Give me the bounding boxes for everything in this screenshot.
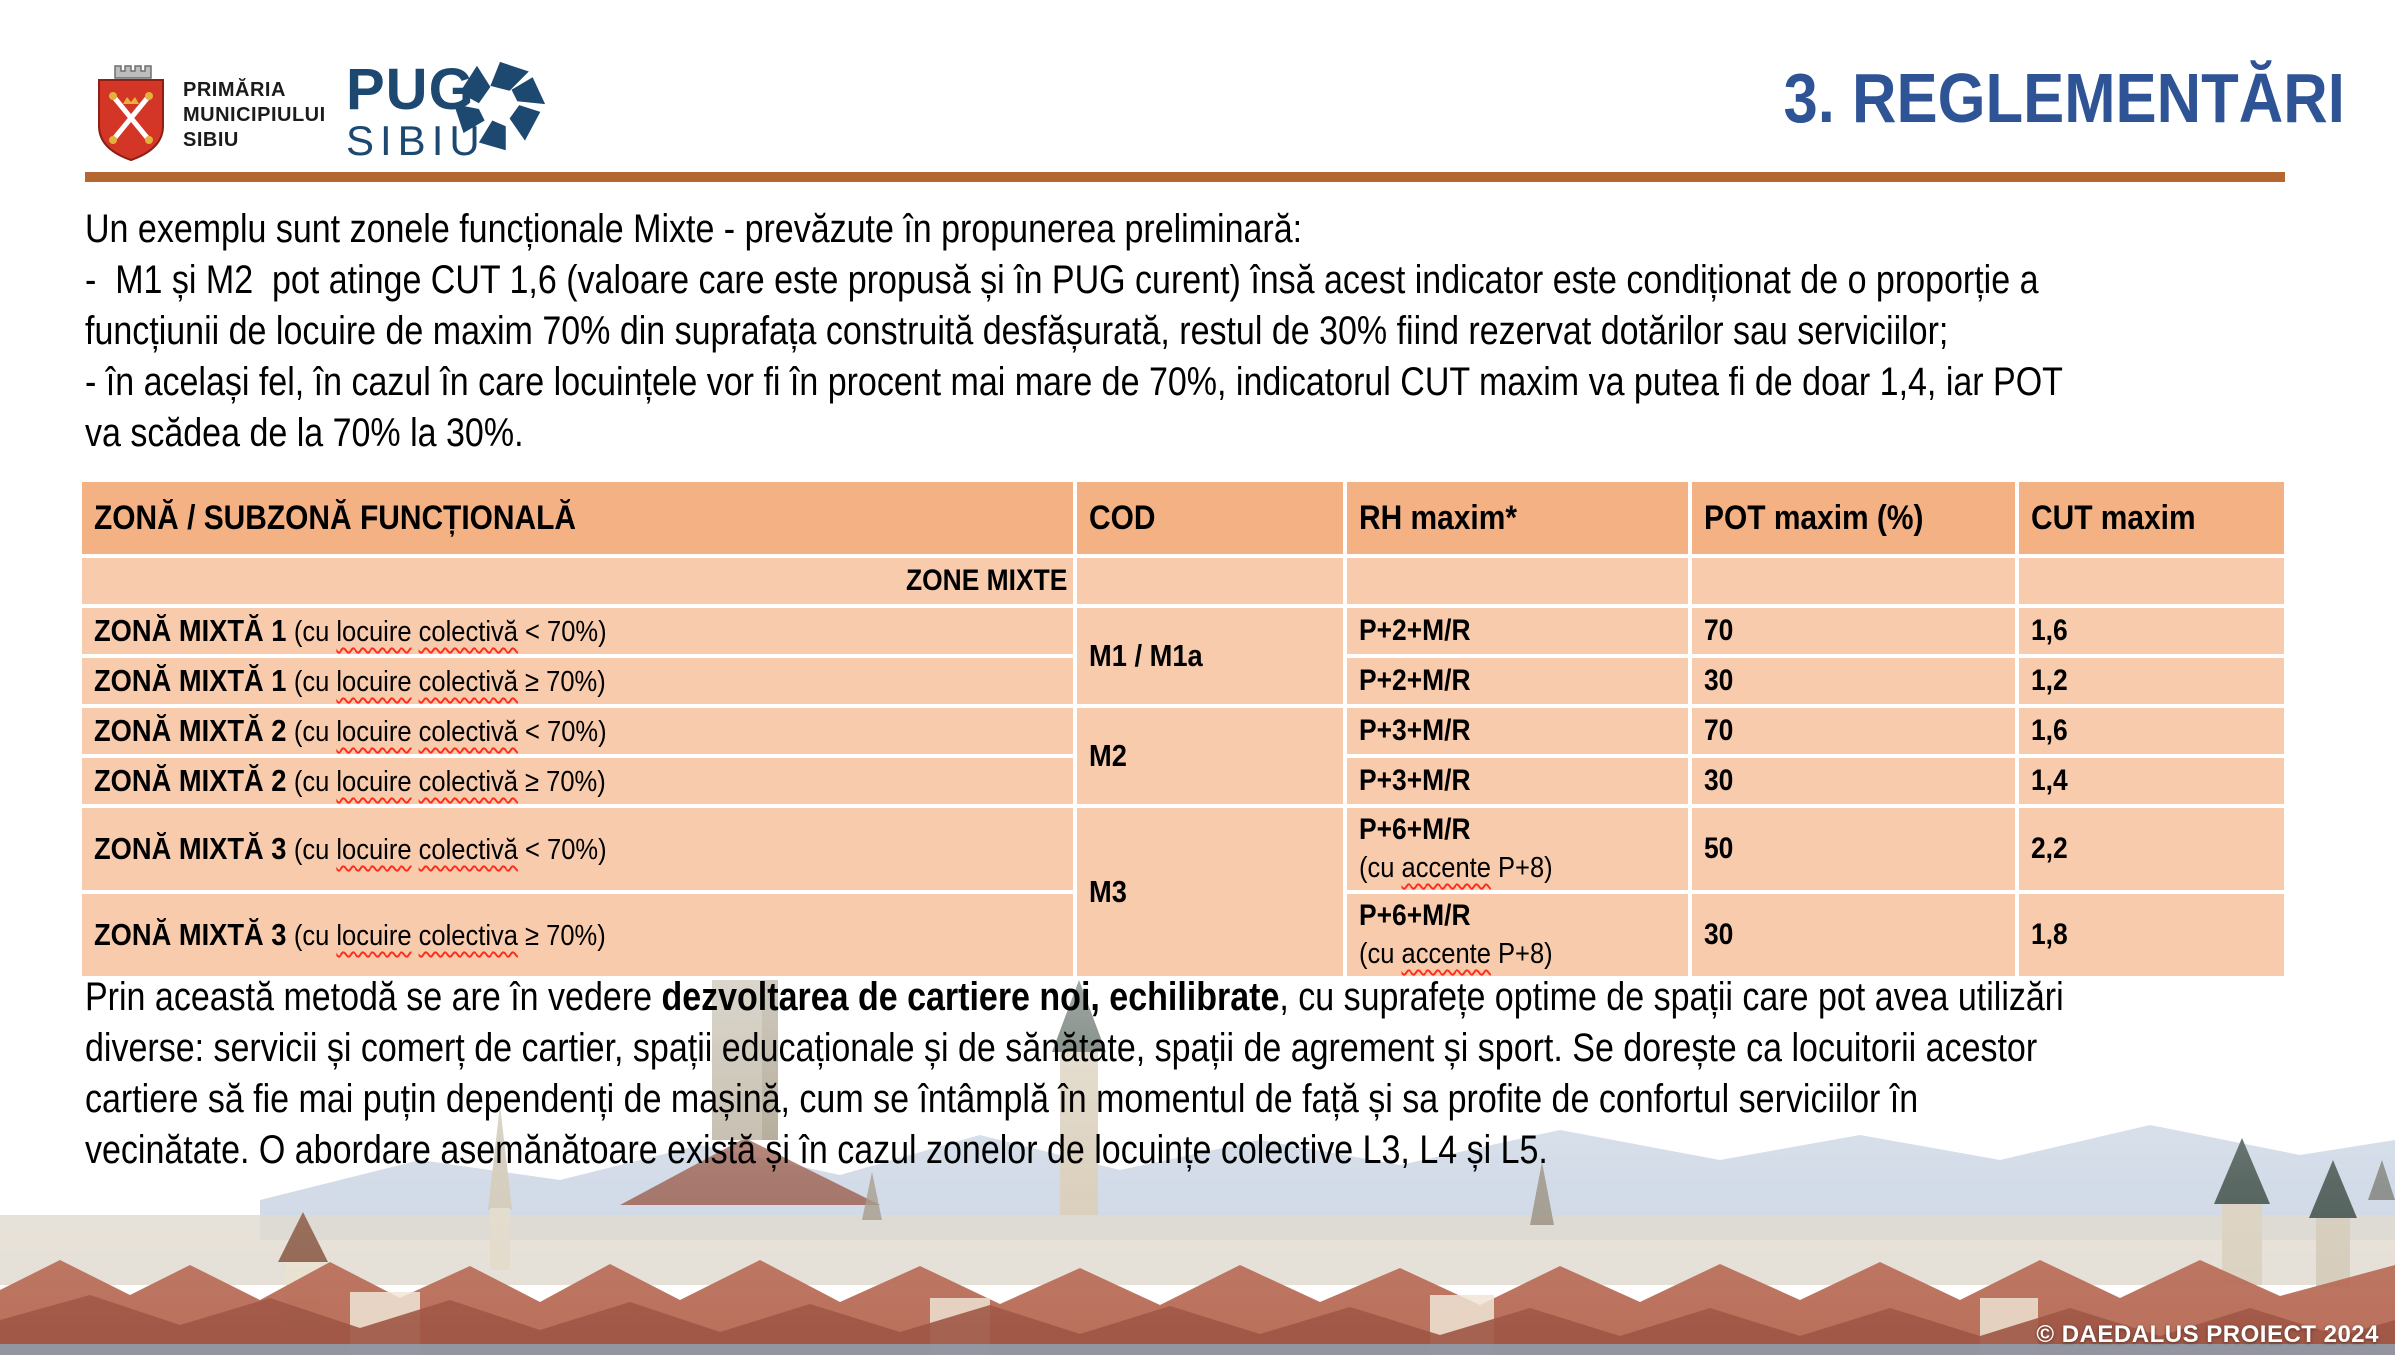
column-header-5: CUT maxim <box>2015 478 2288 558</box>
page-title: 3. REGLEMENTĂRI <box>1783 59 2345 137</box>
copyright-credit: © DAEDALUS PROIECT 2024 <box>2036 1321 2379 1348</box>
pug-logo-word: PUG <box>346 57 475 122</box>
cell-rh: P+2+M/R <box>1343 604 1692 658</box>
cell-zone: ZONĂ MIXTĂ 1 (cu locuire colectivă < 70%… <box>78 604 1077 658</box>
cell-rh: P+6+M/R (cu accente P+8) <box>1343 804 1692 894</box>
cell-cut: 1,6 <box>2015 604 2288 658</box>
cell-zone: ZONĂ MIXTĂ 1 (cu locuire colectivă ≥ 70%… <box>78 654 1077 708</box>
cell-pot: 50 <box>1688 804 2019 894</box>
intro-line-3: funcțiunii de locuire de maxim 70% din s… <box>85 309 1949 353</box>
column-header-1: ZONĂ / SUBZONĂ FUNCȚIONALĂ <box>78 478 1077 558</box>
table-row: ZONĂ MIXTĂ 1 (cu locuire colectivă ≥ 70%… <box>78 654 2288 708</box>
column-header-4: POT maxim (%) <box>1688 478 2019 558</box>
column-header-2: COD <box>1073 478 1347 558</box>
zoning-table: ZONĂ / SUBZONĂ FUNCȚIONALĂ COD RH maxim* PO… <box>78 478 2288 980</box>
municipality-logo-text: PRIMĂRIA MUNICIPIULUI SIBIU <box>183 78 326 153</box>
pug-sibiu-logo: PUG SIBIU <box>346 57 486 164</box>
pug-logo-city: SIBIU <box>346 117 486 164</box>
cell-cut: 1,4 <box>2015 754 2288 808</box>
cell-zone: ZONĂ MIXTĂ 2 (cu locuire colectivă ≥ 70%… <box>78 754 1077 808</box>
closing-line-2: diverse: servicii și comerț de cartier, … <box>85 1026 2038 1070</box>
closing-line1-pre: Prin această metodă se are în vedere <box>85 975 662 1019</box>
column-header-3: RH maxim* <box>1343 478 1692 558</box>
section-empty-cell <box>1073 554 1347 608</box>
cell-cut: 1,2 <box>2015 654 2288 708</box>
intro-line-4: - în același fel, în cazul în care locui… <box>85 360 2063 404</box>
closing-line1-post: , cu suprafețe optime de spații care pot… <box>1279 975 2064 1019</box>
cell-pot: 30 <box>1688 654 2019 708</box>
cell-cut: 2,2 <box>2015 804 2288 894</box>
closing-line-4: vecinătate. O abordare asemănătoare exis… <box>85 1128 1548 1172</box>
cell-cut: 1,6 <box>2015 704 2288 758</box>
municipality-line-3: SIBIU <box>183 129 239 151</box>
municipality-line-1: PRIMĂRIA <box>183 79 286 101</box>
pug-pinwheel-icon <box>453 61 546 151</box>
intro-line-2: - M1 și M2 pot atinge CUT 1,6 (valoare c… <box>85 258 2039 302</box>
table-row: ZONĂ MIXTĂ 2 (cu locuire colectivă < 70%… <box>78 704 2288 808</box>
section-empty-cell <box>1688 554 2019 608</box>
cell-pot: 30 <box>1688 890 2019 980</box>
cell-pot: 70 <box>1688 704 2019 758</box>
cell-cod: M1 / M1a <box>1073 604 1347 708</box>
section-empty-cell <box>2015 554 2288 608</box>
cell-rh: P+2+M/R <box>1343 654 1692 708</box>
sibiu-coat-of-arms <box>98 65 164 162</box>
cell-zone: ZONĂ MIXTĂ 3 (cu locuire colectiva ≥ 70%… <box>78 890 1077 980</box>
table-row: ZONĂ MIXTĂ 2 (cu locuire colectivă ≥ 70%… <box>78 754 2288 808</box>
intro-line-5: va scădea de la 70% la 30%. <box>85 411 524 455</box>
cell-rh: P+3+M/R <box>1343 754 1692 808</box>
table-row: ZONĂ MIXTĂ 3 (cu locuire colectivă < 70%… <box>78 804 2288 980</box>
closing-paragraph: Prin această metodă se are în vedere dez… <box>85 972 2395 1176</box>
cell-cut: 1,8 <box>2015 890 2288 980</box>
table-row: ZONĂ MIXTĂ 3 (cu locuire colectiva ≥ 70%… <box>78 890 2288 980</box>
intro-line-1: Un exemplu sunt zonele funcționale Mixte… <box>85 207 1303 251</box>
municipality-line-2: MUNICIPIULUI <box>183 104 326 126</box>
cell-zone: ZONĂ MIXTĂ 3 (cu locuire colectivă < 70%… <box>78 804 1077 894</box>
table-header-row: ZONĂ / SUBZONĂ FUNCȚIONALĂ COD RH maxim* PO… <box>78 478 2288 558</box>
cell-cod: M3 <box>1073 804 1347 980</box>
cell-pot: 30 <box>1688 754 2019 808</box>
cell-pot: 70 <box>1688 604 2019 658</box>
section-empty-cell <box>1343 554 1692 608</box>
cell-cod: M2 <box>1073 704 1347 808</box>
table-row: ZONĂ MIXTĂ 1 (cu locuire colectivă < 70%… <box>78 604 2288 708</box>
cell-zone: ZONĂ MIXTĂ 2 (cu locuire colectivă < 70%… <box>78 704 1077 758</box>
cell-rh: P+3+M/R <box>1343 704 1692 758</box>
closing-line: Prin această metodă se are în vedere dez… <box>85 972 2064 1023</box>
cell-rh: P+6+M/R (cu accente P+8) <box>1343 890 1692 980</box>
intro-paragraph: Un exemplu sunt zonele funcționale Mixte… <box>85 204 2395 459</box>
section-row: ZONE MIXTE <box>78 554 2288 608</box>
zoning-table-body: ZONE MIXTE ZONĂ MIXTĂ 1 (cu locuire colec… <box>78 554 2288 980</box>
closing-line-3: cartiere să fie mai puțin dependenți de … <box>85 1077 1919 1121</box>
closing-line1-bold: dezvoltarea de cartiere noi, echilibrate <box>661 975 1280 1019</box>
zoning-table-head: ZONĂ / SUBZONĂ FUNCȚIONALĂ COD RH maxim* PO… <box>78 478 2288 558</box>
section-label-cell: ZONE MIXTE <box>78 554 1077 608</box>
header-divider-line <box>85 172 2285 182</box>
